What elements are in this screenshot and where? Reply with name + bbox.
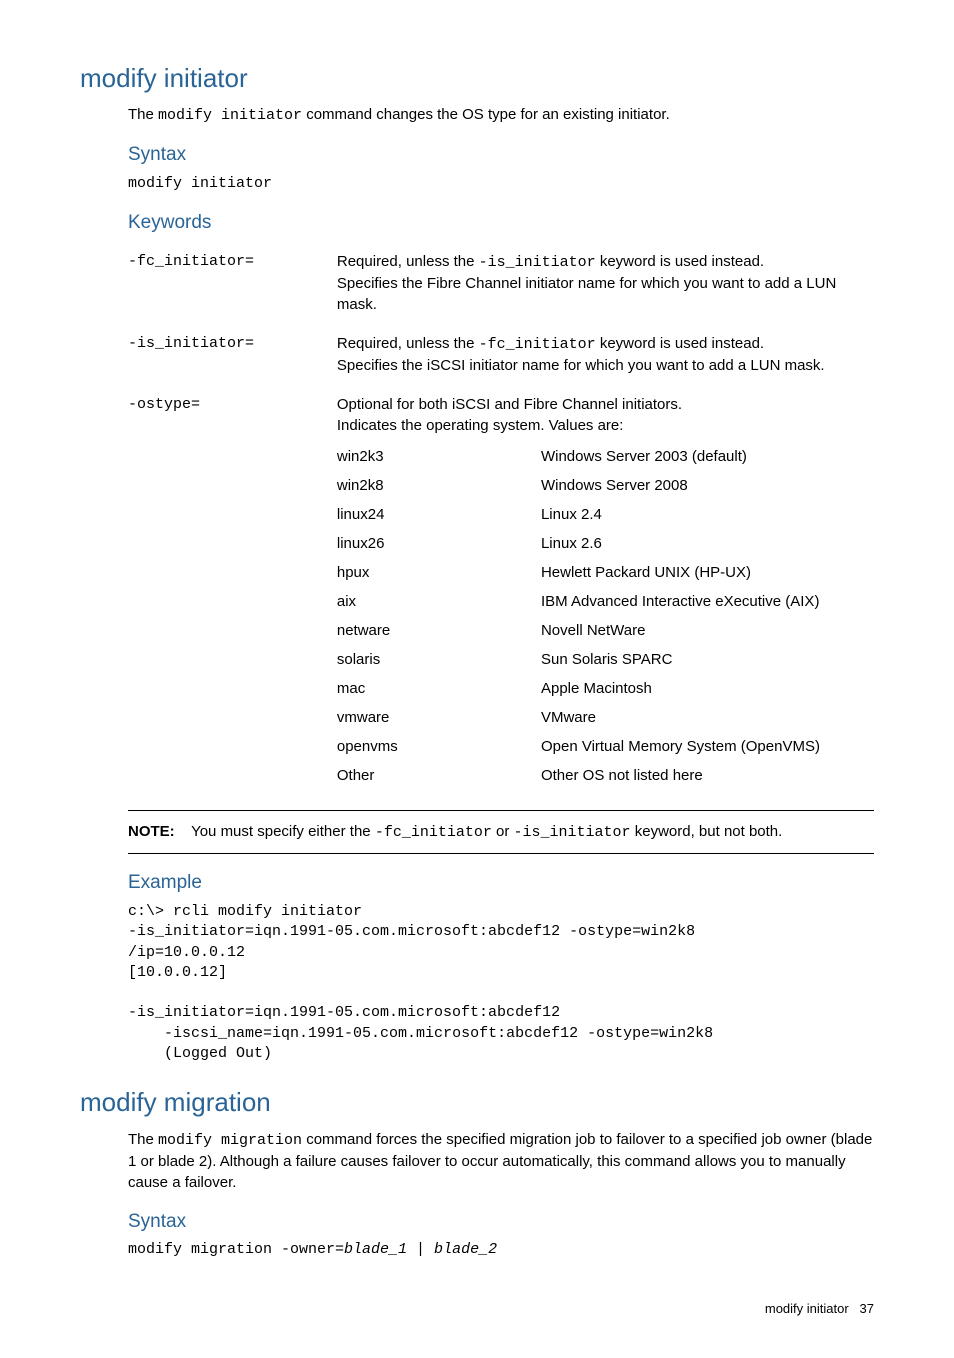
ostype-key: linux24 — [337, 500, 541, 529]
ostype-value: Novell NetWare — [541, 616, 874, 645]
table-row: OtherOther OS not listed here — [337, 761, 874, 790]
ostype-table: win2k3Windows Server 2003 (default)win2k… — [337, 442, 874, 790]
syntax-command: modify migration -owner=blade_1 | blade_… — [128, 1239, 874, 1260]
keywords-table: -fc_initiator= Required, unless the -is_… — [128, 245, 874, 802]
syntax-pre: modify migration -owner= — [128, 1241, 344, 1258]
desc-text: keyword is used instead. — [596, 253, 764, 270]
table-row: -is_initiator= Required, unless the -fc_… — [128, 327, 874, 388]
ostype-key: openvms — [337, 732, 541, 761]
intro-paragraph: The modify initiator command changes the… — [128, 104, 874, 126]
ostype-value: Windows Server 2003 (default) — [541, 442, 874, 471]
keyword-name: -ostype= — [128, 388, 337, 802]
ostype-key: win2k8 — [337, 471, 541, 500]
ostype-value: Linux 2.4 — [541, 500, 874, 529]
keyword-name: -fc_initiator= — [128, 245, 337, 327]
note-label: NOTE: — [128, 823, 175, 840]
example-rest: [10.0.0.12] -is_initiator=iqn.1991-05.co… — [128, 964, 713, 1062]
ostype-value: IBM Advanced Interactive eXecutive (AIX) — [541, 587, 874, 616]
table-row: vmwareVMware — [337, 703, 874, 732]
intro-post: command changes the OS type for an exist… — [302, 106, 670, 123]
ostype-key: mac — [337, 674, 541, 703]
keyword-desc: Required, unless the -is_initiator keywo… — [337, 245, 874, 327]
desc-text: Optional for both iSCSI and Fibre Channe… — [337, 396, 682, 413]
ostype-value: Linux 2.6 — [541, 529, 874, 558]
table-row: win2k3Windows Server 2003 (default) — [337, 442, 874, 471]
table-row: linux26Linux 2.6 — [337, 529, 874, 558]
keywords-heading: Keywords — [128, 210, 874, 237]
table-row: netwareNovell NetWare — [337, 616, 874, 645]
section-heading-modify-initiator: modify initiator — [80, 60, 874, 96]
table-row: macApple Macintosh — [337, 674, 874, 703]
ostype-value: Sun Solaris SPARC — [541, 645, 874, 674]
desc-text: Specifies the iSCSI initiator name for w… — [337, 357, 825, 374]
note-text: or — [492, 823, 514, 840]
table-row: hpuxHewlett Packard UNIX (HP-UX) — [337, 558, 874, 587]
table-row: linux24Linux 2.4 — [337, 500, 874, 529]
table-row: -ostype= Optional for both iSCSI and Fib… — [128, 388, 874, 802]
ostype-value: VMware — [541, 703, 874, 732]
desc-code: -fc_initiator — [479, 336, 596, 353]
syntax-command: modify initiator — [128, 173, 874, 194]
ostype-key: solaris — [337, 645, 541, 674]
footer-title: modify initiator — [765, 1301, 849, 1316]
ostype-value: Hewlett Packard UNIX (HP-UX) — [541, 558, 874, 587]
table-row: -fc_initiator= Required, unless the -is_… — [128, 245, 874, 327]
ostype-value: Windows Server 2008 — [541, 471, 874, 500]
example-prompt: c:\> — [128, 903, 173, 920]
keyword-name: -is_initiator= — [128, 327, 337, 388]
syntax-heading: Syntax — [128, 142, 874, 169]
ostype-key: Other — [337, 761, 541, 790]
ostype-key: vmware — [337, 703, 541, 732]
table-row: win2k8Windows Server 2008 — [337, 471, 874, 500]
intro-paragraph: The modify migration command forces the … — [128, 1129, 874, 1193]
intro-pre: The — [128, 106, 158, 123]
keyword-desc: Optional for both iSCSI and Fibre Channe… — [337, 388, 874, 802]
example-code: c:\> rcli modify initiator -is_initiator… — [128, 902, 874, 1064]
table-row: solarisSun Solaris SPARC — [337, 645, 874, 674]
desc-text: keyword is used instead. — [596, 335, 764, 352]
note-code: -fc_initiator — [375, 824, 492, 841]
table-row: openvmsOpen Virtual Memory System (OpenV… — [337, 732, 874, 761]
syntax-heading: Syntax — [128, 1209, 874, 1236]
example-bold: rcli modify initiator -is_initiator=iqn.… — [128, 903, 695, 961]
note-text: You must specify either the — [187, 823, 375, 840]
desc-text: Specifies the Fibre Channel initiator na… — [337, 275, 836, 313]
ostype-key: linux26 — [337, 529, 541, 558]
keyword-desc: Required, unless the -fc_initiator keywo… — [337, 327, 874, 388]
section-heading-modify-migration: modify migration — [80, 1084, 874, 1120]
ostype-value: Apple Macintosh — [541, 674, 874, 703]
ostype-key: hpux — [337, 558, 541, 587]
note-code: -is_initiator — [514, 824, 631, 841]
intro-cmd: modify initiator — [158, 107, 302, 124]
example-heading: Example — [128, 870, 874, 897]
ostype-key: netware — [337, 616, 541, 645]
desc-text: Indicates the operating system. Values a… — [337, 417, 624, 434]
syntax-italic: blade_1 | blade_2 — [344, 1241, 497, 1258]
desc-text: Required, unless the — [337, 335, 479, 352]
note-box: NOTE: You must specify either the -fc_in… — [128, 810, 874, 854]
intro-cmd: modify migration — [158, 1132, 302, 1149]
ostype-value: Open Virtual Memory System (OpenVMS) — [541, 732, 874, 761]
footer-page-number: 37 — [860, 1301, 874, 1316]
ostype-key: aix — [337, 587, 541, 616]
desc-text: Required, unless the — [337, 253, 479, 270]
table-row: aixIBM Advanced Interactive eXecutive (A… — [337, 587, 874, 616]
page-footer: modify initiator 37 — [80, 1300, 874, 1318]
ostype-value: Other OS not listed here — [541, 761, 874, 790]
ostype-key: win2k3 — [337, 442, 541, 471]
note-text: keyword, but not both. — [631, 823, 783, 840]
desc-code: -is_initiator — [479, 254, 596, 271]
intro-pre: The — [128, 1131, 158, 1148]
